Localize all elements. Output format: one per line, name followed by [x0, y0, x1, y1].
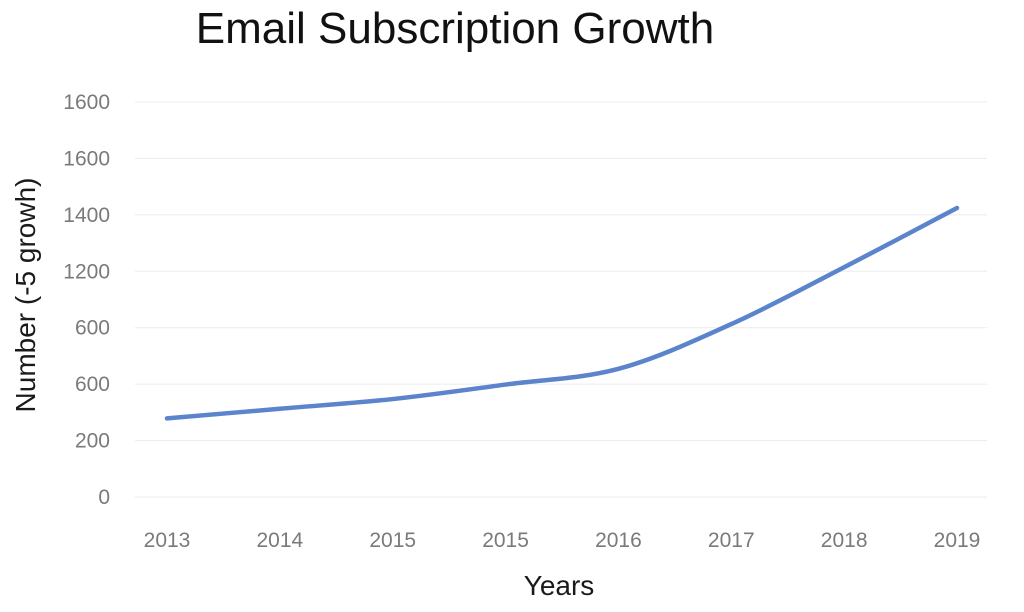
- series-line: [164, 205, 960, 421]
- chart-title: Email Subscription Growth: [195, 4, 715, 53]
- y-tick-label: 1600: [63, 91, 110, 114]
- y-tick-label: 0: [98, 486, 110, 509]
- y-tick-label: 1400: [63, 204, 110, 227]
- y-tick-label: 600: [75, 317, 110, 340]
- x-tick-label: 2015: [482, 529, 529, 552]
- x-axis-label: Years: [523, 570, 595, 601]
- x-tick-label: 2017: [708, 529, 755, 552]
- x-tick-label: 2016: [595, 529, 642, 552]
- y-tick-label: 200: [75, 430, 110, 453]
- y-tick-label: 1600: [63, 147, 110, 170]
- x-tick-label: 2015: [369, 529, 416, 552]
- y-tick-label: 600: [75, 373, 110, 396]
- x-tick-label: 2019: [934, 529, 981, 552]
- y-tick-label: 1200: [63, 260, 110, 283]
- x-tick-label: 2013: [144, 529, 191, 552]
- x-tick-label: 2018: [821, 529, 868, 552]
- x-tick-label: 2014: [256, 529, 303, 552]
